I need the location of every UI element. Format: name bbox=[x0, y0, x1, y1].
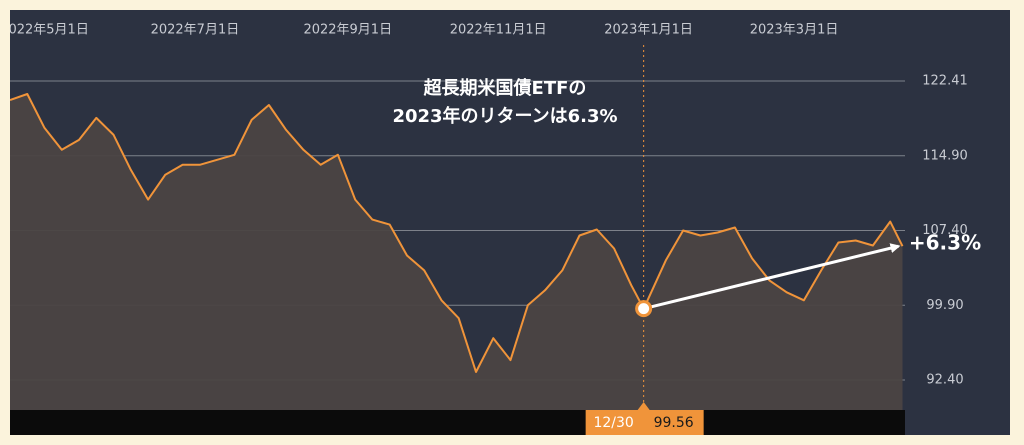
x-tick-label: 2023年3月1日 bbox=[750, 23, 839, 38]
x-tick-label: 2023年1月1日 bbox=[604, 23, 693, 38]
crosshair-box bbox=[585, 410, 704, 435]
area bbox=[10, 94, 903, 410]
time-bar bbox=[10, 410, 905, 435]
y-tick-label: 92.40 bbox=[926, 373, 963, 388]
return-label: +6.3% bbox=[909, 231, 981, 255]
annotation-title: 2023年のリターンは6.3% bbox=[392, 105, 617, 127]
y-tick-label: 114.90 bbox=[922, 148, 968, 163]
crosshair-pointer bbox=[637, 402, 650, 410]
x-tick-label: 2022年11月1日 bbox=[450, 23, 547, 38]
crosshair-date: 12/30 bbox=[593, 415, 633, 431]
x-tick-label: 2022年5月1日 bbox=[0, 23, 89, 38]
line bbox=[10, 93, 904, 373]
x-tick-label: 2022年9月1日 bbox=[303, 23, 392, 38]
crosshair-value: 99.56 bbox=[654, 415, 694, 431]
return-arrow bbox=[643, 243, 901, 311]
crosshair-marker bbox=[635, 300, 653, 318]
annotation-title: 超長期米国債ETFの bbox=[424, 77, 587, 99]
plot: 2022年5月1日 2022年7月1日 2022年9月1日 2022年11月1日 202… bbox=[0, 23, 905, 410]
x-tick-label: 2022年7月1日 bbox=[151, 23, 240, 38]
y-tick-label: 107.40 bbox=[922, 223, 968, 238]
y-tick-label: 99.90 bbox=[926, 298, 963, 313]
y-tick-label: 122.41 bbox=[922, 73, 968, 88]
